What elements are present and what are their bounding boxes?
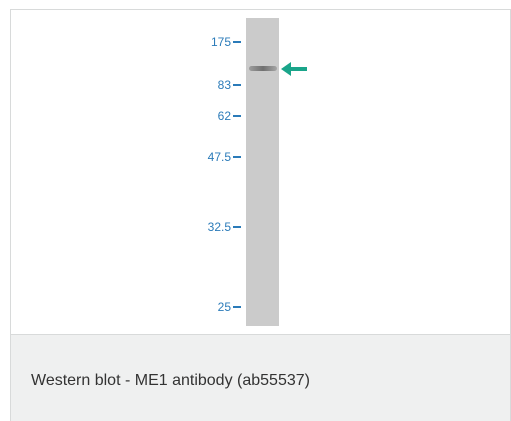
marker-tick — [233, 156, 241, 158]
marker-tick — [233, 41, 241, 43]
caption-panel: Western blot - ME1 antibody (ab55537) — [11, 335, 510, 421]
figure-caption: Western blot - ME1 antibody (ab55537) — [31, 372, 310, 389]
marker-25: 25 — [171, 300, 246, 314]
marker-62: 62 — [171, 109, 246, 123]
marker-83: 83 — [171, 78, 246, 92]
marker-label: 175 — [210, 35, 231, 49]
marker-175: 175 — [171, 35, 246, 49]
arrow-left-icon — [281, 62, 307, 76]
figure-card: 175 83 62 47.5 32.5 25 — [10, 9, 511, 421]
western-blot-image: 175 83 62 47.5 32.5 25 — [11, 10, 510, 335]
marker-47-5: 47.5 — [171, 150, 246, 164]
marker-tick — [233, 115, 241, 117]
marker-label: 32.5 — [207, 220, 231, 234]
marker-tick — [233, 306, 241, 308]
marker-label: 47.5 — [207, 150, 231, 164]
blot-lane — [246, 18, 279, 326]
marker-label: 25 — [217, 300, 231, 314]
marker-label: 83 — [217, 78, 231, 92]
marker-label: 62 — [217, 109, 231, 123]
marker-tick — [233, 84, 241, 86]
protein-band — [249, 66, 277, 71]
marker-tick — [233, 226, 241, 228]
marker-32-5: 32.5 — [171, 220, 246, 234]
